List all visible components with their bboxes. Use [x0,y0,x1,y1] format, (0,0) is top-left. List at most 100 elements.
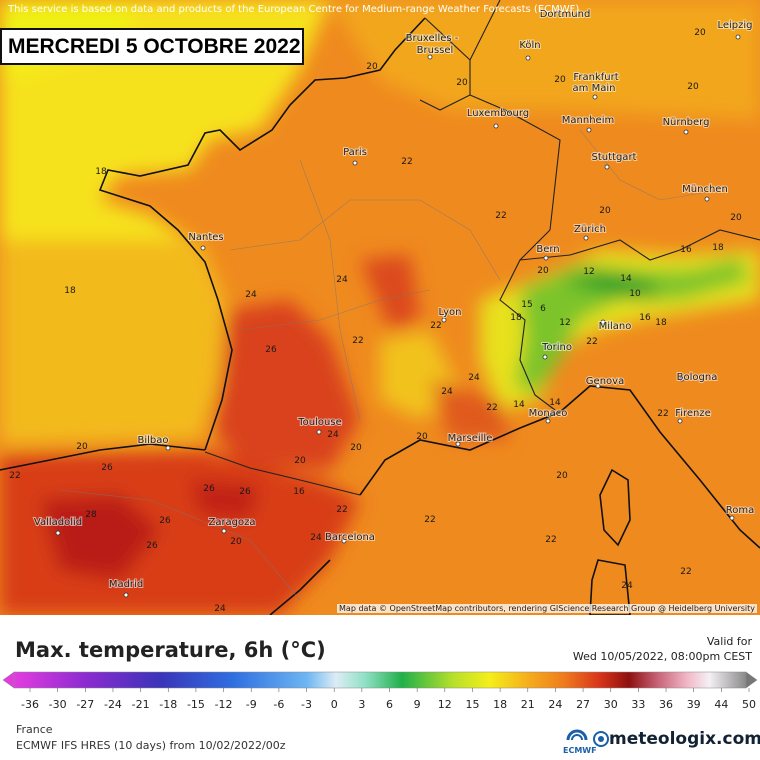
city-dot [586,127,592,133]
city-dot [55,530,61,536]
city-label: Marseille [448,433,493,444]
city-label: am Main [573,83,616,94]
temperature-value: 22 [545,535,556,545]
city-label: Frankfurt [573,72,618,83]
region-label: France [16,723,53,736]
temperature-value: 22 [680,567,691,577]
scale-tick-label: -3 [301,698,312,711]
temperature-value: 22 [352,336,363,346]
map-attribution: Map data © OpenStreetMap contributors, r… [337,604,757,613]
temperature-value: 10 [629,289,641,299]
city-label: Zaragoza [208,517,255,528]
temperature-value: 20 [556,471,568,481]
temperature-value: 22 [657,409,668,419]
city-label: Roma [726,505,755,516]
city-label: Zürich [574,224,606,235]
city-label: Bilbao [137,435,168,446]
temperature-value: 20 [599,206,611,216]
scale-tick-label: 0 [331,698,338,711]
service-notice: This service is based on data and produc… [8,4,580,15]
temperature-value: 22 [424,515,435,525]
temperature-value: 16 [293,487,305,497]
map: 20 20 20 20 20 18 22 20 22 20 16 18 20 18 24 24 12 14 10 15… [0,0,760,615]
color-scale: -36 -30 -27 -24 -21 -18 -15 -12 -9 -6 -3 0 3 6 9 12 15 18… [2,671,758,711]
ecmwf-logo [566,729,588,741]
temperature-value: 26 [159,516,171,526]
city-dot [583,235,589,241]
temperature-value: 16 [639,313,651,323]
scale-tick-label: 12 [438,698,452,711]
temperature-value: 20 [230,537,242,547]
temperature-value: 18 [64,286,76,296]
temperature-value: 26 [101,463,113,473]
scale-tick-label: 15 [465,698,479,711]
temperature-value: 14 [549,398,561,408]
city-dot [525,55,531,61]
scale-tick-label: 9 [414,698,421,711]
scale-tick-label: -30 [49,698,67,711]
valid-label: Valid for [706,635,752,648]
city-label: Barcelona [325,532,375,543]
city-label: Dortmund [540,9,591,20]
temperature-value: 20 [554,75,566,85]
scale-tick-label: 50 [742,698,756,711]
city-dot [545,418,551,424]
temperature-value: 28 [85,510,97,520]
scale-tick-label: 39 [687,698,701,711]
city-dot [123,592,129,598]
city-label: Toulouse [297,417,341,428]
city-label: Valladolid [34,517,82,528]
temperature-value: 14 [513,400,525,410]
city-dot [200,245,206,251]
city-label: Bern [536,244,559,255]
temperature-value: 20 [366,62,378,72]
legend-title: Max. temperature, 6h (°C) [15,638,326,662]
temperature-value: 24 [441,387,453,397]
scale-tick-label: 44 [714,698,728,711]
city-dot [165,445,171,451]
city-dot [704,196,710,202]
city-label: Paris [343,147,367,158]
temperature-value: 20 [537,266,549,276]
scale-tick-label: 30 [604,698,618,711]
scale-tick-label: -18 [159,698,177,711]
temperature-value: 22 [495,211,506,221]
city-dot [735,34,741,40]
city-label: München [682,184,728,195]
city-label: Torino [541,342,572,353]
city-dot [427,54,433,60]
temperature-value: 22 [9,471,20,481]
city-label: Nürnberg [663,117,710,128]
temperature-value: 24 [327,430,339,440]
ecmwf-text: ECMWF [563,746,597,755]
temperature-value: 26 [239,487,251,497]
temperature-value: 20 [687,82,699,92]
temperature-value: 22 [430,321,441,331]
temperature-value: 20 [416,432,428,442]
city-dot [683,129,689,135]
city-dot [542,354,548,360]
scale-tick-label: -6 [273,698,284,711]
temperature-value: 22 [486,403,497,413]
city-dot [221,528,227,534]
scale-tick-label: 36 [659,698,673,711]
scale-tick-label: -15 [187,698,205,711]
city-label: Leipzig [717,20,752,31]
city-label: Luxembourg [467,108,529,119]
temperature-value: 22 [586,337,597,347]
scale-tick-label: -12 [215,698,233,711]
temperature-value: 24 [468,373,480,383]
city-dot [600,319,606,325]
temperature-value: 18 [510,313,522,323]
city-label: Köln [519,40,540,51]
city-label: Nantes [188,232,223,243]
city-label: Stuttgart [592,152,637,163]
temperature-value: 24 [214,604,226,614]
temperature-value: 18 [655,318,667,328]
scale-tick-label: 33 [631,698,645,711]
valid-time: Wed 10/05/2022, 08:00pm CEST [572,650,752,663]
city-label: Genova [586,376,624,387]
city-label: Lyon [438,307,461,318]
scale-tick-label: -21 [132,698,150,711]
